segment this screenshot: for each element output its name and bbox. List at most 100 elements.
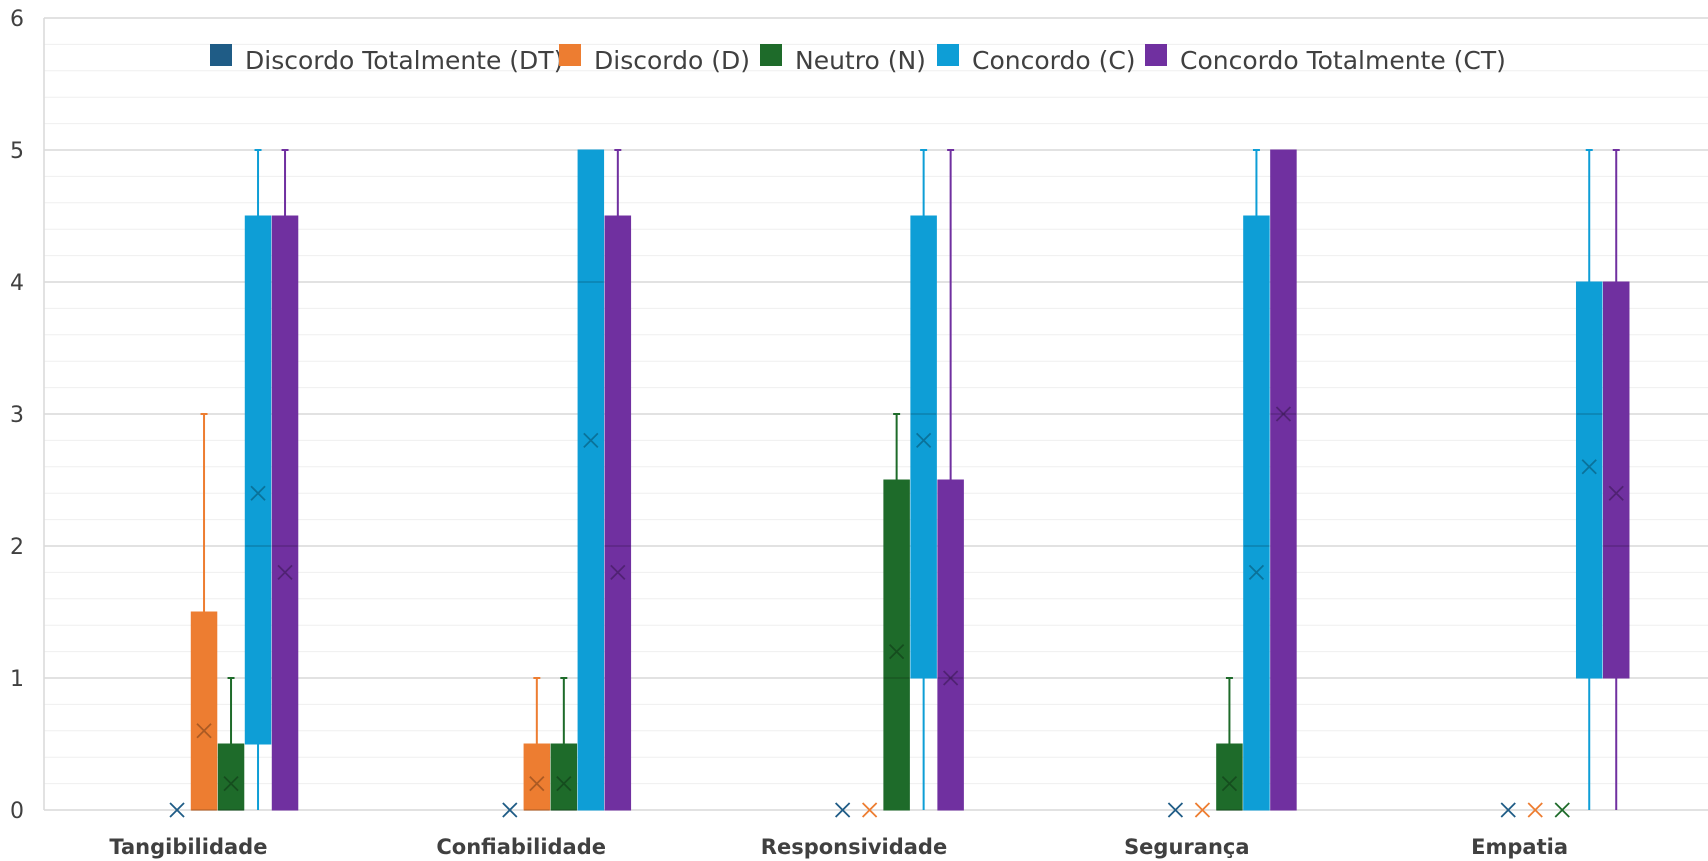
box-2-cat-1 bbox=[190, 413, 218, 811]
box-5-cat-4 bbox=[1270, 149, 1297, 811]
box-5-cat-5 bbox=[1602, 149, 1630, 810]
mean-marker bbox=[834, 802, 851, 818]
y-tick-label: 1 bbox=[10, 667, 24, 692]
box-3-cat-1 bbox=[217, 677, 245, 811]
mean-marker bbox=[1608, 485, 1624, 501]
mean-marker bbox=[583, 432, 599, 449]
mean-marker bbox=[1581, 459, 1597, 475]
box-5-cat-1 bbox=[271, 149, 299, 811]
legend-item: Concordo Totalmente (CT) bbox=[1145, 44, 1506, 75]
minor-gridlines bbox=[44, 43, 1708, 785]
iqr-box bbox=[577, 149, 605, 811]
mean-marker bbox=[502, 802, 518, 818]
box-2-cat-2 bbox=[523, 677, 551, 811]
iqr-box bbox=[937, 479, 964, 811]
x-category-label: Responsividade bbox=[761, 835, 947, 859]
iqr-box bbox=[1243, 215, 1270, 811]
box-4-cat-3 bbox=[910, 149, 937, 810]
box-1-cat-1 bbox=[169, 802, 185, 818]
x-axis-category-labels: Tangibilidade Confiabilidade Responsividad… bbox=[109, 835, 1568, 859]
box-5-cat-3 bbox=[937, 149, 964, 811]
box-3-cat-4 bbox=[1216, 677, 1243, 811]
iqr-box bbox=[190, 611, 218, 811]
box-2-cat-4 bbox=[1194, 802, 1211, 818]
mean-marker bbox=[861, 802, 878, 818]
iqr-box bbox=[244, 215, 272, 745]
iqr-box bbox=[523, 743, 551, 811]
mean-marker bbox=[250, 485, 266, 501]
legend-swatch bbox=[559, 44, 581, 66]
x-category-label: Confiabilidade bbox=[436, 835, 606, 859]
box-2-cat-3 bbox=[861, 802, 878, 818]
iqr-box bbox=[1216, 743, 1243, 811]
major-gridlines bbox=[44, 17, 1708, 811]
box-4-cat-5 bbox=[1575, 149, 1603, 810]
box-5-cat-2 bbox=[604, 149, 632, 811]
y-tick-label: 0 bbox=[10, 799, 24, 824]
legend-item: Concordo (C) bbox=[937, 44, 1136, 75]
iqr-box bbox=[1270, 149, 1297, 811]
mean-marker bbox=[196, 723, 212, 739]
legend-swatch bbox=[937, 44, 959, 66]
x-category-label: Segurança bbox=[1124, 835, 1249, 859]
iqr-box bbox=[217, 743, 245, 811]
mean-marker bbox=[1527, 802, 1543, 818]
box-3-cat-5 bbox=[1554, 802, 1570, 818]
mean-marker bbox=[1275, 406, 1292, 422]
mean-marker bbox=[277, 564, 293, 581]
box-1-cat-3 bbox=[834, 802, 851, 818]
box-1-cat-2 bbox=[502, 802, 518, 818]
mean-marker bbox=[169, 802, 185, 818]
mean-marker bbox=[529, 775, 545, 792]
y-axis-tick-labels: 0 1 2 3 4 5 6 bbox=[10, 7, 24, 824]
y-tick-label: 2 bbox=[10, 535, 24, 560]
box-4-cat-2 bbox=[577, 149, 605, 811]
iqr-box bbox=[271, 215, 299, 811]
y-tick-label: 4 bbox=[10, 271, 24, 296]
legend-item: Discordo (D) bbox=[559, 44, 750, 75]
legend-label: Concordo Totalmente (CT) bbox=[1180, 46, 1506, 75]
mean-marker bbox=[942, 670, 959, 686]
mean-marker bbox=[556, 775, 572, 792]
y-tick-label: 3 bbox=[10, 403, 24, 428]
box-1-cat-5 bbox=[1500, 802, 1516, 818]
y-tick-label: 5 bbox=[10, 139, 24, 164]
iqr-box bbox=[1575, 281, 1603, 679]
legend-item: Neutro (N) bbox=[760, 44, 926, 75]
plot-area bbox=[169, 149, 1630, 818]
mean-marker bbox=[915, 432, 932, 449]
box-2-cat-5 bbox=[1527, 802, 1543, 818]
legend: Discordo Totalmente (DT) Discordo (D) Neut… bbox=[210, 44, 1506, 75]
box-3-cat-3 bbox=[883, 413, 910, 811]
y-tick-label: 6 bbox=[10, 7, 24, 32]
mean-marker bbox=[1167, 802, 1184, 818]
mean-marker bbox=[223, 775, 239, 792]
iqr-box bbox=[883, 479, 910, 811]
mean-marker bbox=[1221, 775, 1238, 792]
x-category-label: Tangibilidade bbox=[109, 835, 267, 859]
box-4-cat-4 bbox=[1243, 149, 1270, 811]
box-3-cat-2 bbox=[550, 677, 578, 811]
mean-marker bbox=[1500, 802, 1516, 818]
x-category-label: Empatia bbox=[1471, 835, 1568, 859]
legend-label: Discordo Totalmente (DT) bbox=[245, 46, 563, 75]
iqr-box bbox=[910, 215, 937, 679]
legend-label: Concordo (C) bbox=[972, 46, 1136, 75]
iqr-box bbox=[1602, 281, 1630, 679]
box-4-cat-1 bbox=[244, 149, 272, 810]
legend-swatch bbox=[1145, 44, 1167, 66]
legend-label: Neutro (N) bbox=[795, 46, 926, 75]
legend-swatch bbox=[210, 44, 232, 66]
iqr-box bbox=[604, 215, 632, 811]
legend-item: Discordo Totalmente (DT) bbox=[210, 44, 563, 75]
iqr-box bbox=[550, 743, 578, 811]
legend-label: Discordo (D) bbox=[594, 46, 750, 75]
legend-swatch bbox=[760, 44, 782, 66]
mean-marker bbox=[1194, 802, 1211, 818]
mean-marker bbox=[1248, 564, 1265, 581]
mean-marker bbox=[1554, 802, 1570, 818]
mean-marker bbox=[610, 564, 626, 581]
box-1-cat-4 bbox=[1167, 802, 1184, 818]
mean-marker bbox=[888, 643, 905, 660]
